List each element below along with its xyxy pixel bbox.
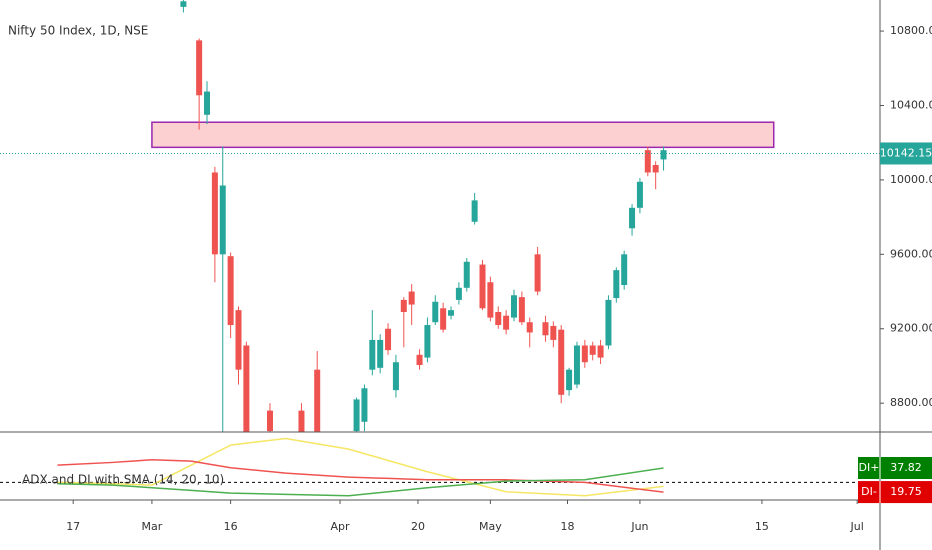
x-tick-label: Mar	[142, 520, 163, 533]
candle-body	[369, 339, 376, 370]
candle-body	[298, 410, 305, 432]
candle-body	[227, 256, 234, 326]
overlay: 10142.15 DI- 19.75 DI+ 37.82	[858, 142, 932, 504]
candle-body	[621, 254, 628, 286]
candle-body	[573, 345, 580, 385]
candle-body	[416, 354, 423, 366]
candle-body	[581, 345, 588, 363]
candle-body	[605, 299, 612, 346]
candle-body	[219, 185, 226, 255]
indicator-line	[57, 437, 664, 497]
candle-body	[479, 264, 486, 309]
candle-body	[503, 315, 510, 330]
indicator-pane	[0, 437, 880, 497]
candle-body	[589, 345, 596, 355]
candle-body	[266, 410, 273, 432]
zone	[151, 121, 775, 149]
candle-body	[196, 40, 203, 96]
candle-body	[385, 328, 392, 351]
main-pane	[0, 0, 880, 432]
candle-body	[400, 299, 407, 312]
candle-body	[518, 297, 525, 323]
candle-body	[180, 1, 187, 7]
candle-body	[424, 325, 431, 358]
candle-body	[510, 295, 517, 318]
candle-body	[243, 345, 250, 432]
candle-body	[487, 282, 494, 318]
y-tick-label: 10800.00	[890, 24, 932, 37]
di-tag	[858, 481, 932, 504]
x-tick-label: Jun	[630, 520, 648, 533]
y-tick-label: 9200.00	[890, 322, 932, 335]
candle-body	[353, 399, 360, 432]
candle-body	[566, 369, 573, 391]
candle-body	[636, 181, 643, 208]
candle-body	[440, 308, 447, 330]
candle-body	[204, 91, 211, 115]
candle-body	[660, 150, 667, 160]
candle-body	[542, 322, 549, 336]
candle-body	[455, 287, 462, 300]
candle-body	[211, 172, 218, 255]
candle-body	[495, 312, 502, 326]
di-tag-name: DI-	[861, 485, 877, 498]
x-tick-label: 15	[755, 520, 769, 533]
candle-body	[361, 388, 368, 422]
di-tag-value: 19.75	[890, 485, 922, 498]
candle-body	[235, 310, 242, 370]
x-tick-label: 16	[224, 520, 238, 533]
y-tick-label: 9600.00	[890, 247, 932, 260]
y-tick-label: 8800.00	[890, 396, 932, 409]
indicator-title: ADX and DI with SMA (14, 20, 10)	[22, 473, 224, 487]
price-tag	[880, 142, 932, 165]
candle-body	[613, 270, 620, 299]
x-tick-label: 20	[411, 520, 425, 533]
y-tick-label: 10000.00	[890, 173, 932, 186]
candle-body	[408, 291, 415, 305]
candle-body	[314, 369, 321, 432]
indicator-line	[57, 467, 664, 497]
x-tick-label: 17	[66, 520, 80, 533]
candle-body	[432, 301, 439, 323]
x-tick-label: Jul	[850, 520, 864, 533]
candle-body	[526, 322, 533, 333]
candle-body	[534, 254, 541, 292]
di-tag-name: DI+	[859, 461, 880, 474]
x-tick-label: 18	[561, 520, 575, 533]
candle-body	[558, 329, 565, 395]
candle-body	[550, 325, 557, 340]
candle-body	[471, 200, 478, 222]
candle-body	[629, 207, 636, 229]
candle-body	[463, 261, 470, 288]
candle-body	[377, 339, 384, 368]
candle-body	[652, 165, 659, 173]
price-tag-label: 10142.15	[880, 146, 932, 159]
candle-body	[448, 310, 455, 316]
candle-body	[392, 362, 399, 391]
candle-body	[597, 345, 604, 358]
candle-body	[644, 150, 651, 173]
x-tick-label: Apr	[331, 520, 351, 533]
chart-title: Nifty 50 Index, 1D, NSE	[8, 24, 148, 38]
di-tag	[858, 457, 932, 480]
di-tag-value: 37.82	[890, 461, 922, 474]
y-tick-label: 10400.00	[890, 98, 932, 111]
x-tick-label: May	[479, 520, 502, 533]
